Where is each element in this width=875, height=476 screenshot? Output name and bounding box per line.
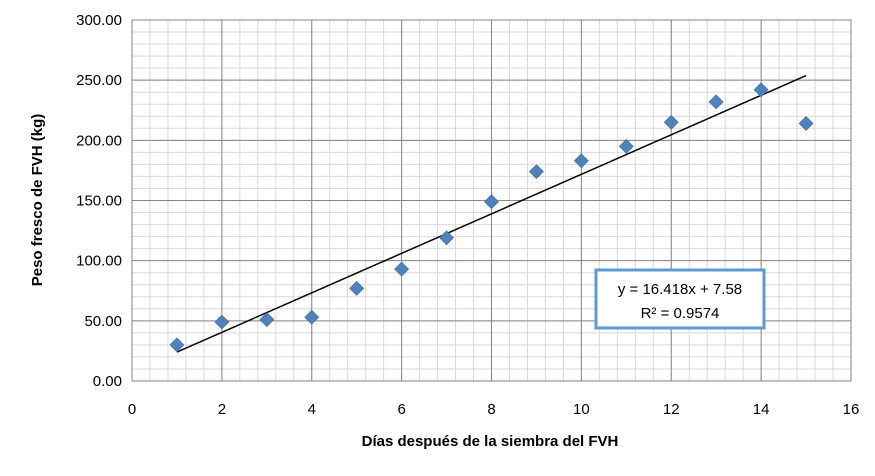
data-point <box>798 116 814 131</box>
x-axis-label: Días después de la siembra del FVH <box>362 433 619 450</box>
trendline <box>176 74 807 353</box>
data-point <box>259 312 275 328</box>
equation-box-border <box>594 268 766 330</box>
x-tick-label: 4 <box>308 401 316 418</box>
x-tick-label: 6 <box>397 401 405 418</box>
y-tick-label: 200.00 <box>76 132 122 149</box>
data-point <box>573 153 589 169</box>
trendline-r-squared: R² = 0.9574 <box>641 305 720 322</box>
data-point <box>214 314 230 330</box>
y-tick-label: 50.00 <box>84 313 122 330</box>
data-point <box>394 261 410 277</box>
trendline-equation: y = 16.418x + 7.58 <box>618 281 742 298</box>
data-point <box>618 138 634 154</box>
data-point <box>484 194 499 210</box>
data-point <box>169 337 185 353</box>
y-tick-label: 0.00 <box>93 373 122 390</box>
x-tick-label: 14 <box>753 401 770 418</box>
x-tick-label: 12 <box>663 401 680 418</box>
plot-area-border <box>131 19 852 382</box>
data-point <box>708 94 724 110</box>
data-point <box>663 114 679 130</box>
y-axis-tick-labels: 0.00 50.00 100.00 150.00 200.00 250.00 300.00 <box>76 12 122 390</box>
x-axis-tick-labels: 0 2 4 6 8 10 12 14 16 <box>128 401 860 418</box>
data-point <box>304 309 320 325</box>
x-tick-label: 8 <box>487 401 495 418</box>
data-point <box>439 230 454 246</box>
data-point <box>529 164 544 180</box>
y-axis-label: Peso fresco de FVH (kg) <box>29 114 46 287</box>
x-tick-label: 16 <box>843 401 860 418</box>
y-tick-label: 300.00 <box>76 12 122 29</box>
y-tick-label: 250.00 <box>76 72 122 89</box>
data-points <box>169 82 814 353</box>
y-tick-label: 150.00 <box>76 193 122 210</box>
data-point <box>349 280 365 296</box>
y-tick-label: 100.00 <box>76 253 122 270</box>
x-tick-label: 0 <box>128 401 136 418</box>
trendline-equation-box: y = 16.418x + 7.58 R² = 0.9574 <box>594 268 766 330</box>
x-tick-label: 2 <box>218 401 226 418</box>
data-point <box>753 82 769 98</box>
x-tick-label: 10 <box>573 401 590 418</box>
